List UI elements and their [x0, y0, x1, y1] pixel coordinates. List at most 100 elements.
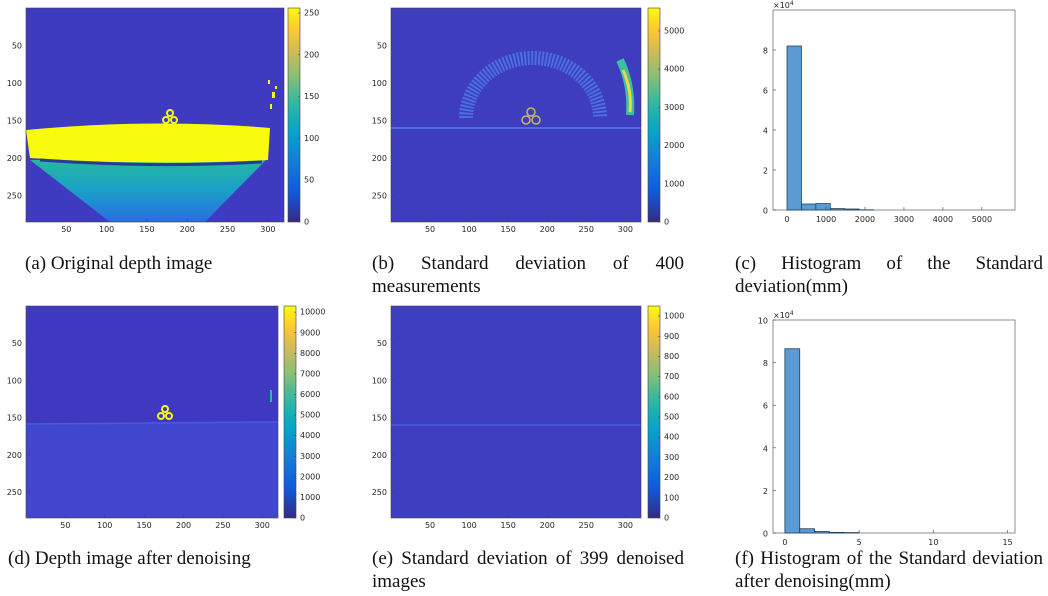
colorbar-tick-label: 900 [664, 332, 679, 341]
x-tick-label: 300 [618, 225, 633, 234]
x-tick-label: 50 [425, 521, 435, 530]
y-tick-label: 200 [7, 451, 22, 460]
x-tick-label: 250 [215, 521, 230, 530]
colorbar-tick-label: 3000 [300, 452, 320, 461]
bar [784, 348, 801, 534]
colorbar-tick-label: 250 [304, 9, 319, 18]
colorbar-tick-label: 400 [664, 433, 679, 442]
x-tick-label: 50 [61, 225, 71, 234]
x-tick-label: 300 [255, 521, 270, 530]
axes-box [772, 9, 1016, 211]
y-tick-label: 0 [763, 207, 768, 216]
bar [844, 208, 860, 211]
bar [815, 203, 831, 211]
colorbar-tick-label: 1000 [300, 493, 320, 502]
x-tick-label: 50 [425, 225, 435, 234]
colorbar-tick-label: 800 [664, 352, 679, 361]
axes-box [25, 305, 279, 519]
y-tick-label: 100 [372, 79, 387, 88]
x-tick-label: 150 [501, 225, 516, 234]
bar [799, 528, 815, 534]
x-tick-label: 1000 [816, 215, 836, 224]
y-tick-label: 150 [372, 117, 387, 126]
x-tick-label: 200 [540, 521, 555, 530]
x-tick-label: 3000 [894, 215, 914, 224]
x-tick-label: 0 [784, 215, 789, 224]
y-tick-label: 150 [372, 414, 387, 423]
colorbar-tick-label: 1000 [664, 312, 684, 321]
y-tick-label: 150 [7, 117, 22, 126]
y-tick-label: 150 [7, 414, 22, 423]
y-tick-label: 0 [763, 530, 768, 539]
y-tick-label: 50 [12, 339, 22, 348]
x-tick-label: 10 [928, 538, 938, 547]
colorbar [287, 7, 301, 223]
bar [814, 531, 830, 534]
colorbar-tick-label: 10000 [300, 308, 325, 317]
x-tick-label: 150 [139, 225, 154, 234]
x-tick-label: 250 [579, 521, 594, 530]
colorbar-tick-label: 6000 [300, 390, 320, 399]
colorbar-tick-label: 7000 [300, 369, 320, 378]
x-tick-label: 300 [260, 225, 275, 234]
colorbar [647, 7, 661, 223]
x-tick-label: 200 [540, 225, 555, 234]
colorbar-tick-label: 100 [664, 493, 679, 502]
image-a [26, 8, 284, 222]
caption: (e) Standard deviation of 399 denoised i… [372, 548, 684, 592]
colorbar-tick-label: 1000 [664, 179, 684, 188]
axes-box [390, 305, 642, 519]
exponent-base: ×10 [773, 1, 790, 10]
y-exponent: ×104 [773, 0, 794, 10]
y-tick-label: 100 [7, 376, 22, 385]
colorbar-tick-label: 0 [300, 514, 305, 523]
x-tick-label: 15 [1002, 538, 1012, 547]
y-tick-label: 50 [12, 42, 22, 51]
colorbar-tick-label: 600 [664, 392, 679, 401]
colorbar-tick-label: 50 [304, 176, 314, 185]
colorbar-tick-label: 0 [664, 218, 669, 227]
axes-box [390, 7, 642, 223]
y-tick-label: 2 [763, 487, 768, 496]
x-tick-label: 150 [136, 521, 151, 530]
image-b [391, 8, 641, 222]
x-tick-label: 5 [857, 538, 862, 547]
colorbar-tick-label: 150 [304, 92, 319, 101]
y-tick-label: 8 [763, 47, 768, 56]
x-tick-label: 4000 [933, 215, 953, 224]
exponent-power: 4 [790, 310, 794, 317]
colorbar-tick-label: 700 [664, 372, 679, 381]
y-tick-label: 10 [758, 317, 768, 326]
exponent-power: 4 [790, 0, 794, 7]
y-tick-label: 4 [763, 444, 768, 453]
y-exponent: ×104 [773, 310, 794, 320]
y-tick-label: 4 [763, 127, 768, 136]
colorbar-tick-label: 9000 [300, 328, 320, 337]
colorbar-tick-label: 300 [664, 453, 679, 462]
bar [801, 203, 817, 211]
axes-box [25, 7, 285, 223]
colorbar-tick-label: 2000 [300, 472, 320, 481]
caption: (f) Histogram of the Standard deviation … [735, 548, 1043, 592]
y-tick-label: 8 [763, 359, 768, 368]
colorbar-tick-label: 8000 [300, 349, 320, 358]
colorbar-tick-label: 200 [664, 473, 679, 482]
y-tick-label: 200 [372, 451, 387, 460]
y-tick-label: 50 [377, 42, 387, 51]
colorbar-tick-label: 0 [664, 514, 669, 523]
caption: (c) Histogram of the Standard deviation(… [735, 253, 1043, 297]
colorbar-tick-label: 5000 [664, 26, 684, 35]
x-tick-label: 100 [99, 225, 114, 234]
y-tick-label: 250 [372, 192, 387, 201]
caption: (d) Depth image after denoising [8, 548, 251, 569]
x-tick-label: 300 [618, 521, 633, 530]
bar [829, 208, 846, 211]
colorbar-tick-label: 4000 [664, 65, 684, 74]
exponent-base: ×10 [773, 311, 790, 320]
x-tick-label: 50 [60, 521, 70, 530]
bar [786, 45, 802, 211]
y-tick-label: 100 [7, 79, 22, 88]
y-tick-label: 6 [763, 402, 768, 411]
